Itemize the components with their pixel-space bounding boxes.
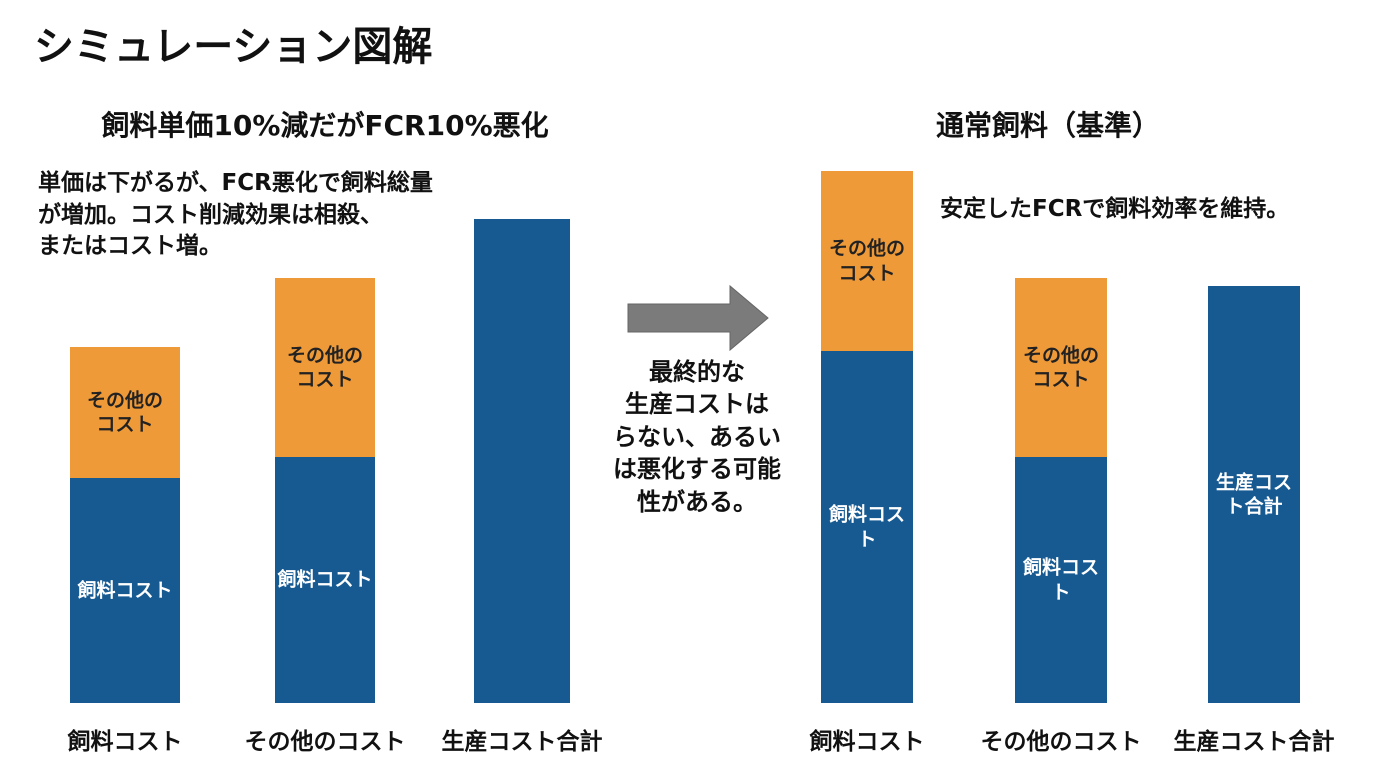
chart-title: 通常飼料（基準） [935,109,1161,142]
arrow-text: 最終的な 生産コストは らない、あるい は悪化する可能 性がある。 [613,358,781,516]
x-tick-label: 飼料コスト [809,729,925,755]
arrow [627,284,769,352]
x-tick-label: その他のコスト [980,729,1142,755]
x-tick-label: 飼料コスト [67,729,183,755]
bar: 飼料コスト [275,457,375,703]
bar-label: その他の コスト [286,343,363,391]
bar-label: その他の コスト [86,388,163,436]
bar: その他の コスト [821,171,913,351]
bar: 飼料コスト [1015,457,1107,703]
bar: 飼料コスト [821,351,913,703]
annotation: 単価は下がるが、FCR悪化で飼料総量 が増加。コスト削減効果は相殺、 またはコス… [38,170,433,260]
bar-label: その他の コスト [1022,343,1099,391]
bar: その他の コスト [70,347,180,478]
x-tick-label: 生産コスト合計 [1173,729,1335,755]
bar-label: 飼料コスト [1022,556,1099,603]
bar-label: その他の コスト [828,237,905,284]
bar-label: 飼料コスト [828,503,905,550]
bar [474,219,570,703]
bar-label: 飼料コスト [277,568,373,591]
bar: 生産コス ト合計 [1208,286,1300,703]
annotation: 安定したFCRで飼料効率を維持。 [940,196,1290,222]
chart-title: 飼料単価10%減だがFCR10%悪化 [101,109,549,142]
bar-label: 飼料コスト [77,579,173,602]
bar: 飼料コスト [70,478,180,703]
bar-label: 生産コス ト合計 [1215,470,1292,518]
x-tick-label: 生産コスト合計 [441,729,603,755]
bar: その他の コスト [275,278,375,457]
x-tick-label: その他のコスト [244,729,406,755]
page-title: シミュレーション図解 [34,24,433,70]
bar: その他の コスト [1015,278,1107,457]
